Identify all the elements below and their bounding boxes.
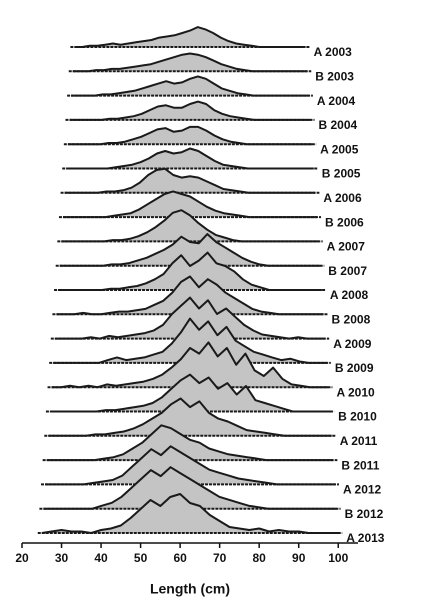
ridge-area [61,210,319,242]
ridge-label: B 2006 [325,215,364,229]
x-tick-label: 40 [94,551,108,565]
x-tick-label: 100 [328,551,348,565]
ridge-label: A 2003 [314,45,353,59]
ridge-area [48,398,332,436]
ridge-line [66,147,314,170]
ridge-line [48,397,332,437]
ridge-label: B 2010 [338,410,377,424]
ridge-label: B 2003 [315,69,354,83]
ridge-line [61,209,319,243]
ridge-line [72,52,308,73]
ridge-line [51,341,329,389]
ridge-label: A 2007 [327,240,366,254]
ridge-label: A 2013 [346,531,385,545]
ridge-area [46,425,334,461]
x-tick-label: 90 [292,551,306,565]
ridge-line [58,251,322,291]
ridge-area [45,446,335,485]
ridge-line [56,275,324,316]
ridge-label: A 2005 [320,142,359,156]
ridge-area [64,168,316,193]
ridge-line [63,190,317,219]
ridge-area [67,126,313,145]
ridge-area [58,252,322,290]
ridge-label: B 2009 [335,361,374,375]
ridge-label: A 2009 [333,337,372,351]
ridge-line [53,317,327,364]
ridge-label: A 2010 [336,385,375,399]
ridge-line [41,493,339,534]
ridge-area [74,27,306,47]
x-tick-label: 80 [252,551,266,565]
ridge-area [63,191,317,218]
ridge-label: A 2006 [323,191,362,205]
ridge-line [69,100,311,121]
ridge-area [69,101,311,120]
ridge-line [46,424,334,462]
ridge-line [45,445,335,486]
ridge-line [54,296,326,340]
ridge-label: B 2008 [332,312,371,326]
ridge-area [71,76,309,96]
ridge-area [56,276,324,315]
x-tick-label: 30 [55,551,69,565]
ridge-area [53,318,327,363]
ridge-area [43,467,337,509]
ridge-area [41,494,339,533]
ridge-area [51,342,329,388]
ridge-area [72,53,308,72]
ridge-label: B 2011 [341,458,379,472]
ridge-label: B 2007 [328,264,367,278]
ridge-label: A 2012 [343,483,382,497]
ridge-label: A 2004 [317,94,356,108]
x-tick-label: 70 [213,551,227,565]
x-tick-label: 60 [173,551,187,565]
ridge-line [74,26,306,48]
ridge-line [67,125,313,146]
ridge-line [49,373,331,413]
ridge-line [43,466,337,510]
x-axis-label: Length (cm) [150,581,230,597]
ridge-label: A 2011 [340,434,378,448]
ridge-line [64,167,316,194]
ridge-area [66,148,314,169]
ridge-label: B 2012 [345,507,384,521]
ridge-label: A 2008 [330,288,369,302]
ridge-area [59,234,321,266]
ridge-label: B 2004 [319,118,358,132]
ridge-label: B 2005 [322,167,361,181]
ridge-line [71,75,309,97]
x-tick-label: 50 [134,551,148,565]
ridge-line [59,233,321,267]
x-tick-label: 20 [15,551,29,565]
